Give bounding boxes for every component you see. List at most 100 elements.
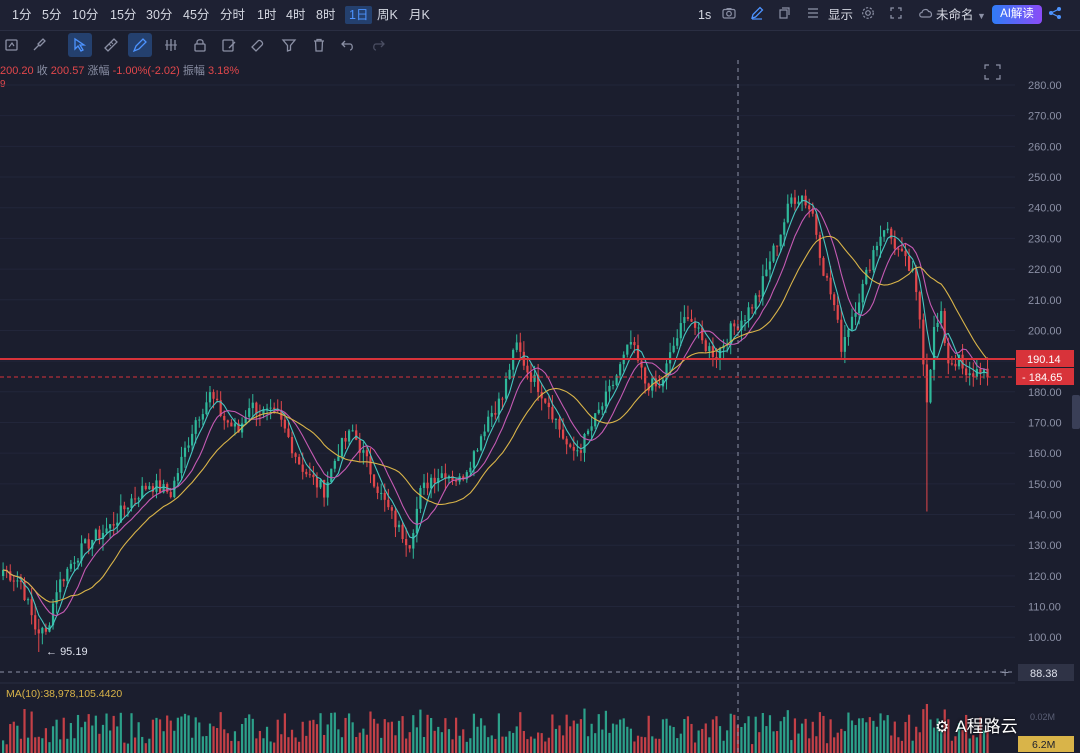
candle-body	[818, 234, 822, 258]
tab-timeframe-2[interactable]: 10分	[72, 8, 99, 22]
tab-timeframe-7[interactable]: 1时	[257, 8, 277, 22]
candle-body	[925, 364, 929, 403]
volume-bar	[437, 726, 440, 753]
volume-bar	[604, 710, 607, 753]
magnet-icon[interactable]	[246, 33, 270, 57]
undo-icon[interactable]	[336, 33, 360, 57]
price-tick-label: 150.00	[1028, 479, 1062, 491]
camera-icon[interactable]	[722, 6, 736, 25]
candle-body	[333, 460, 336, 469]
volume-bar	[415, 727, 418, 753]
candle-body	[661, 379, 665, 387]
candle-body	[558, 418, 561, 430]
candle-body	[62, 579, 65, 582]
candle-body	[105, 528, 108, 533]
tab-timeframe-8[interactable]: 4时	[286, 8, 306, 22]
candle-body	[604, 391, 607, 407]
volume-bar	[101, 724, 105, 753]
candle-body	[733, 323, 736, 327]
volume-bar	[84, 721, 87, 753]
brush-icon[interactable]	[27, 33, 51, 57]
candle-body	[515, 342, 518, 350]
candle-body	[208, 392, 212, 403]
candle-body	[273, 407, 276, 410]
measure-icon[interactable]	[159, 33, 183, 57]
volume-bar	[80, 727, 83, 753]
volume-bar	[34, 737, 37, 753]
candle-body	[233, 423, 237, 427]
volume-bar	[240, 723, 244, 753]
candle-body	[12, 580, 15, 582]
copy-icon[interactable]	[778, 6, 792, 25]
tab-timeframe-11[interactable]: 周K	[377, 8, 398, 22]
candle-body	[19, 580, 23, 582]
draw-pen-icon[interactable]	[750, 6, 764, 25]
price-tick-label: 130.00	[1028, 540, 1062, 552]
volume-bar	[868, 717, 871, 753]
tab-timeframe-12[interactable]: 月K	[409, 8, 430, 22]
expand-icon[interactable]	[984, 64, 1001, 80]
candle-body	[248, 408, 251, 417]
ohlc-info-bar: 200.20 收 200.57 涨幅 -1.00%(-2.02) 振幅 3.18…	[0, 62, 239, 78]
tab-timeframe-4[interactable]: 30分	[146, 8, 173, 22]
tab-timeframe-6[interactable]: 分时	[220, 8, 246, 22]
side-scroll-handle[interactable]	[1072, 395, 1080, 429]
add-icon[interactable]: +	[1001, 664, 1009, 680]
volume-bar	[701, 728, 704, 753]
redo-icon[interactable]	[366, 33, 390, 57]
amplitude-value: 3.18%	[207, 65, 240, 77]
volume-bar	[426, 714, 429, 753]
volume-bar	[986, 729, 989, 753]
screenshot-icon[interactable]	[0, 33, 24, 57]
candle-body	[112, 524, 115, 526]
filter-icon[interactable]	[277, 33, 301, 57]
candlestick-chart[interactable]: 280.00 270.00 260.00 250.00 240.00 230.00 220.…	[0, 60, 1080, 753]
layout-name-dropdown[interactable]: 未命名 ▼	[936, 6, 986, 25]
volume-bar	[900, 740, 904, 753]
trash-icon[interactable]	[307, 33, 331, 57]
candle-body	[554, 418, 558, 420]
candle-body	[2, 569, 5, 577]
tab-timeframe-9[interactable]: 8时	[316, 8, 336, 22]
settings-icon[interactable]	[861, 6, 875, 25]
interval-selector[interactable]: 1s	[698, 8, 712, 22]
volume-bar	[515, 726, 518, 753]
list-icon[interactable]	[806, 6, 820, 25]
tab-timeframe-1[interactable]: 5分	[42, 8, 62, 22]
candle-body	[982, 368, 986, 373]
candle-body	[579, 450, 583, 453]
tab-timeframe-5[interactable]: 45分	[183, 8, 210, 22]
fullscreen-icon[interactable]	[889, 6, 903, 25]
cursor-icon[interactable]	[68, 33, 92, 57]
volume-bar	[526, 739, 529, 753]
volume-bar	[758, 732, 761, 753]
candle-body	[672, 345, 675, 353]
volume-bar	[223, 729, 226, 753]
cloud-icon[interactable]	[918, 6, 934, 25]
candle-body	[98, 529, 101, 539]
pen-icon[interactable]	[128, 33, 152, 57]
volume-bar	[144, 743, 147, 753]
tab-timeframe-0[interactable]: 1分	[12, 8, 32, 22]
volume-bar	[372, 718, 376, 753]
volume-bar	[504, 736, 508, 753]
tab-timeframe-3[interactable]: 15分	[110, 8, 137, 22]
edit-icon[interactable]	[217, 33, 241, 57]
volume-bar	[897, 737, 900, 753]
volume-bar	[808, 738, 811, 753]
candle-body	[330, 468, 333, 483]
candle-body	[401, 524, 404, 540]
ai-interpret-button[interactable]: AI解读	[992, 5, 1042, 24]
candle-body	[126, 507, 130, 510]
ruler-icon[interactable]	[99, 33, 123, 57]
lock-icon[interactable]	[188, 33, 212, 57]
volume-bar	[943, 709, 946, 753]
volume-bar	[850, 720, 854, 753]
candle-body	[372, 474, 376, 487]
display-button[interactable]: 显示	[828, 8, 854, 22]
tab-timeframe-10[interactable]: 1日	[345, 6, 373, 24]
share-icon[interactable]	[1048, 6, 1062, 25]
candle-body	[180, 456, 183, 474]
volume-bar	[430, 718, 433, 753]
volume-bar	[94, 715, 97, 753]
